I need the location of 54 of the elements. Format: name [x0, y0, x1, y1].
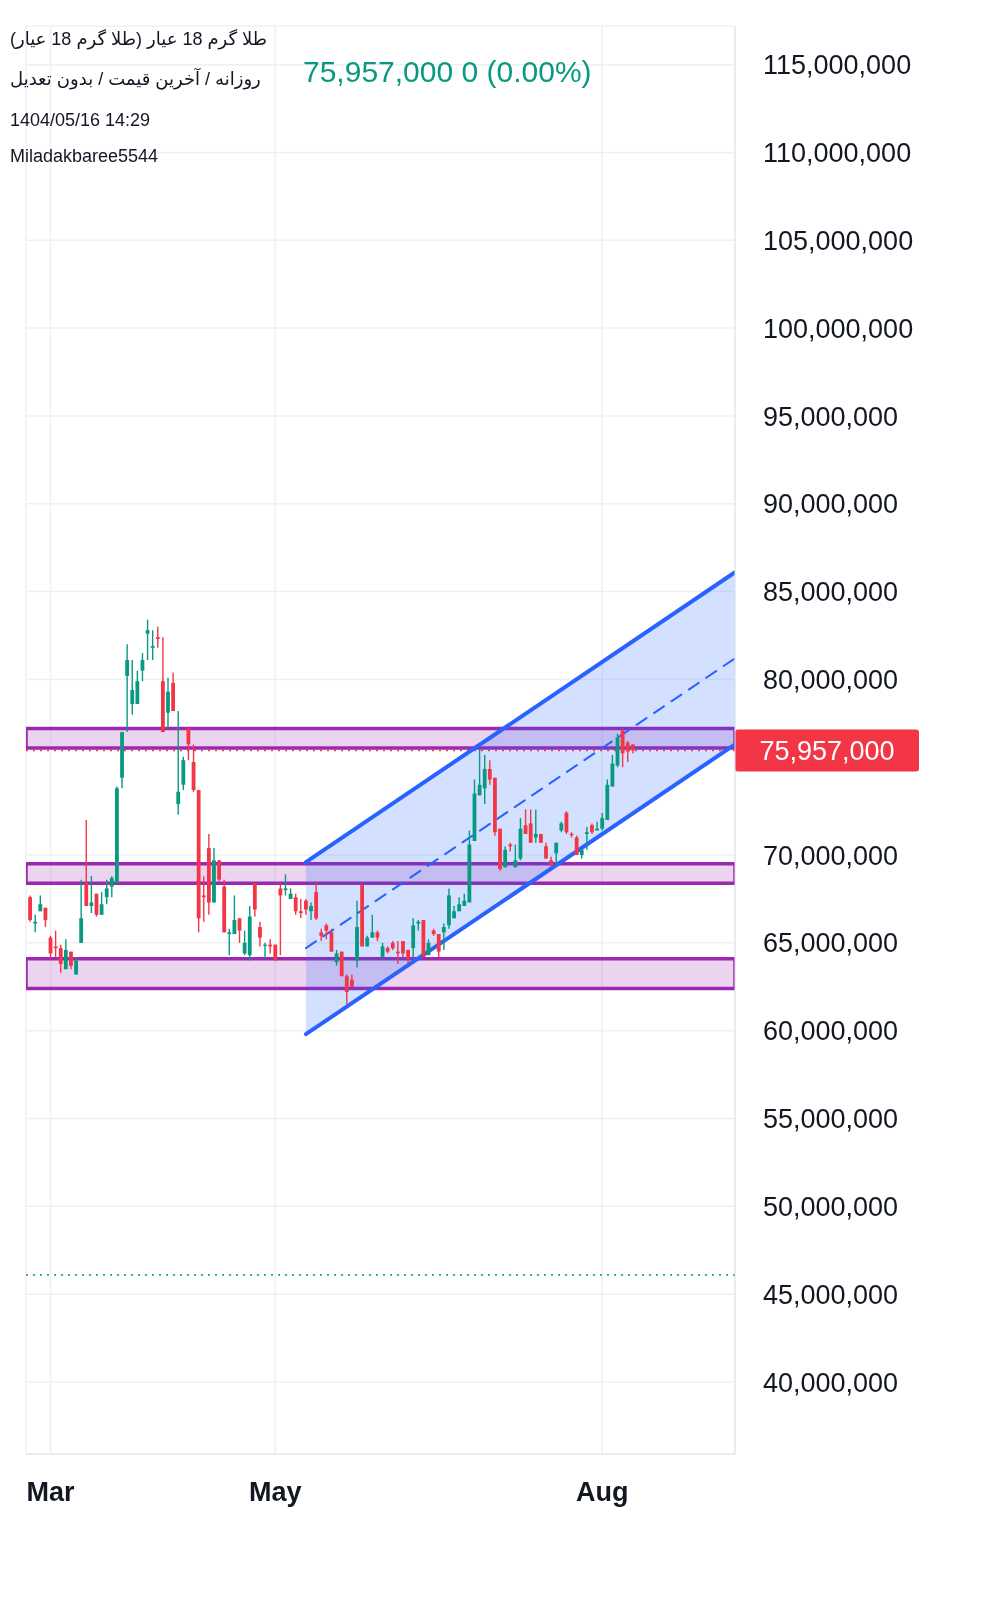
chart-title: طلا گرم 18 عیار (طلا گرم 18 عیار): [10, 28, 268, 50]
candlestick: [370, 914, 375, 939]
y-tick-label: 40,000,000: [763, 1367, 899, 1398]
candlestick: [309, 901, 313, 921]
candlestick: [53, 929, 58, 958]
candlestick: [217, 859, 221, 883]
candlestick: [145, 618, 150, 661]
candlestick: [176, 710, 181, 816]
y-tick-label: 95,000,000: [763, 401, 899, 432]
candlestick: [441, 922, 446, 951]
ref-line-label: 75,957,000: [759, 736, 895, 767]
candlestick: [125, 643, 130, 733]
annotation: 75,957,000 0 (0.00%): [303, 54, 592, 90]
y-tick-label: 65,000,000: [763, 928, 899, 959]
candlestick: [411, 917, 416, 958]
candlestick: [298, 898, 303, 919]
candlestick: [155, 626, 160, 649]
y-tick-label: 45,000,000: [763, 1279, 899, 1310]
candlestick: [528, 808, 533, 844]
candlestick: [150, 629, 155, 661]
candlestick: [482, 754, 487, 805]
y-tick-label: 55,000,000: [763, 1104, 899, 1135]
y-tick-label: 60,000,000: [763, 1016, 899, 1047]
candlestick: [89, 875, 94, 914]
annotation: 1404/05/16 14:29: [10, 109, 151, 131]
text: روزانه / آخرین قیمت / بدون تعدیل: [10, 68, 261, 90]
candlestick: [436, 933, 441, 958]
candlestick: [104, 878, 109, 905]
y-tick-label: 110,000,000: [763, 138, 912, 169]
y-tick-label: 50,000,000: [763, 1191, 899, 1222]
candlestick: [58, 943, 63, 974]
x-tick-label: May: [249, 1477, 302, 1508]
y-tick-label: 115,000,000: [763, 50, 912, 81]
y-tick-label: 105,000,000: [763, 225, 914, 256]
candlestick: [278, 882, 283, 956]
y-tick-label: 70,000,000: [763, 840, 899, 871]
candlestick: [63, 938, 68, 970]
candlestick: [293, 892, 298, 916]
y-tick-label: 80,000,000: [763, 664, 899, 695]
candlestick: [130, 659, 135, 716]
candlestick: [84, 819, 89, 907]
candlestick: [166, 676, 170, 730]
y-tick-label: 90,000,000: [763, 489, 899, 520]
y-tick-label: 100,000,000: [763, 313, 914, 344]
x-tick-label: Mar: [26, 1477, 76, 1508]
candlestick: [258, 921, 262, 948]
candlestick: [28, 894, 32, 923]
y-tick-label: 85,000,000: [763, 577, 899, 608]
candlestick: [533, 808, 538, 844]
x-tick-label: Aug: [575, 1477, 629, 1508]
candlestick: [584, 826, 589, 851]
candlestick: [33, 914, 38, 934]
annotation: Miladakbaree5544: [10, 145, 159, 167]
candlestick: [227, 928, 232, 956]
